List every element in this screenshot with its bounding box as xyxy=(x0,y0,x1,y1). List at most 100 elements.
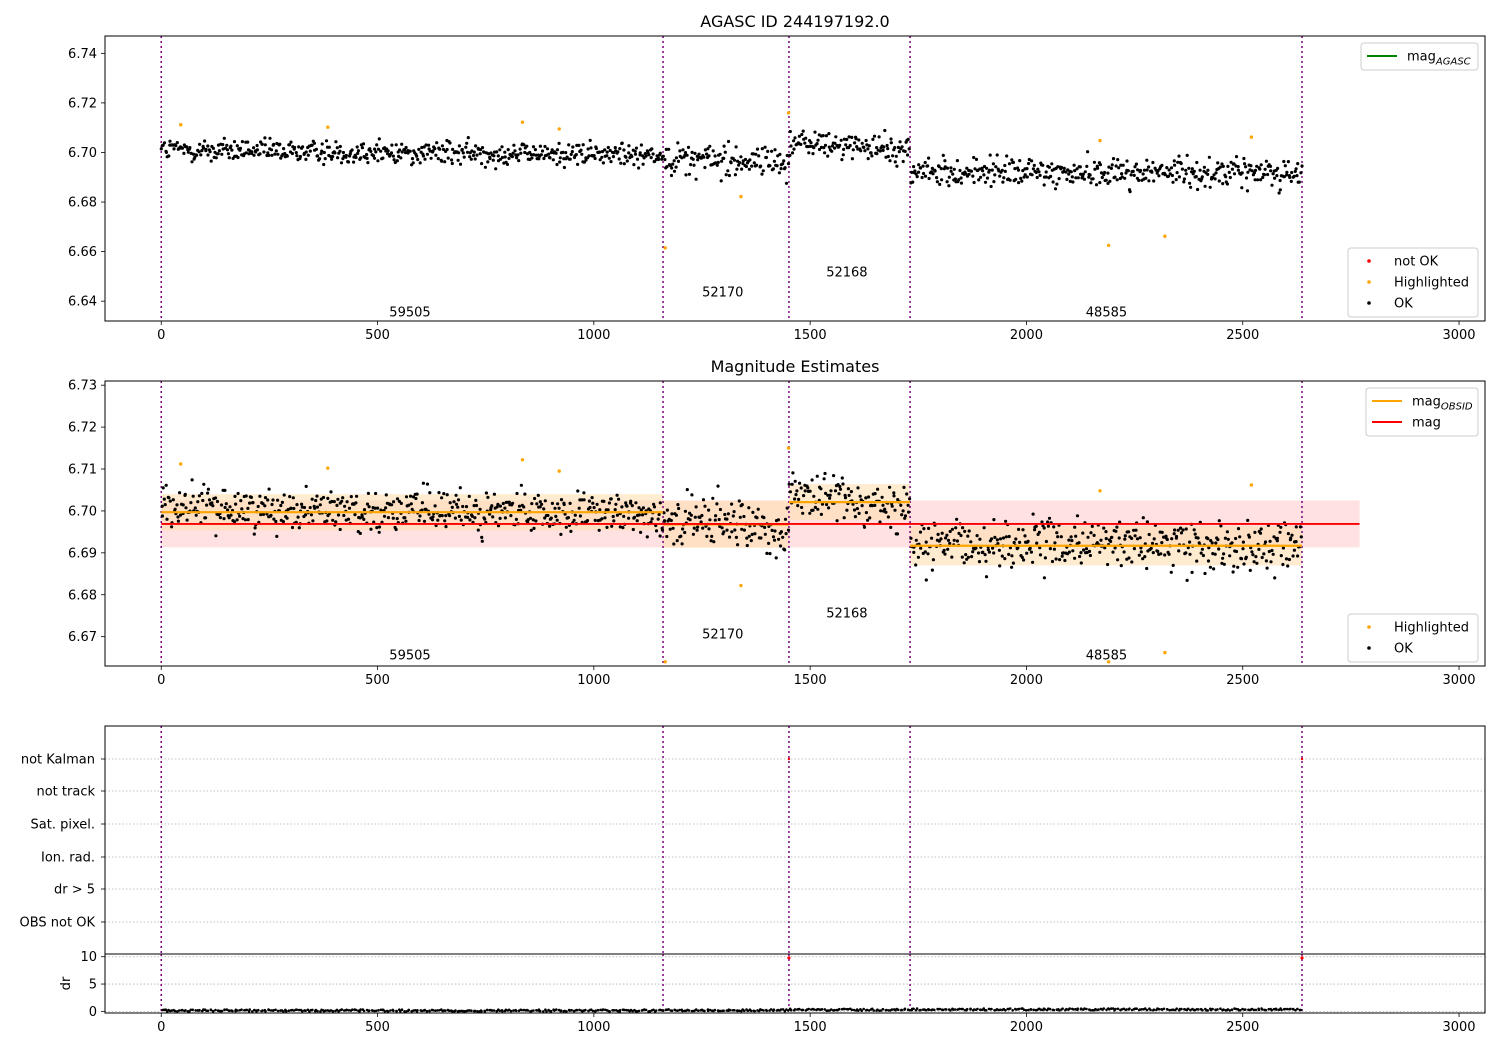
ok-point xyxy=(725,528,729,532)
ok-point xyxy=(241,517,245,521)
dr-point xyxy=(742,1009,746,1013)
ok-point xyxy=(239,499,243,503)
ok-point xyxy=(408,149,412,153)
ok-point xyxy=(783,517,788,521)
ok-point xyxy=(484,491,488,495)
ok-point xyxy=(235,518,239,522)
ok-point xyxy=(957,531,961,536)
dr-point xyxy=(407,1008,411,1012)
ok-point xyxy=(329,490,333,494)
dr-point xyxy=(498,1009,502,1013)
ok-point xyxy=(1125,159,1129,163)
ok-point xyxy=(617,497,621,501)
ok-point xyxy=(1126,169,1130,173)
dr-point xyxy=(801,1008,805,1012)
ok-point xyxy=(440,514,444,518)
ok-point xyxy=(492,492,496,496)
ok-point xyxy=(705,152,709,156)
ok-point xyxy=(1108,179,1112,183)
ok-point xyxy=(253,526,257,530)
ok-point xyxy=(845,508,849,512)
ok-point xyxy=(1103,170,1107,175)
ok-point xyxy=(440,144,444,148)
ok-point xyxy=(1073,556,1077,560)
ok-point xyxy=(376,147,381,151)
ok-point xyxy=(1206,559,1211,563)
ok-point xyxy=(859,149,863,153)
ok-point xyxy=(1135,537,1140,541)
ok-point xyxy=(613,508,617,512)
ok-point xyxy=(802,494,806,498)
x-tick-label: 3000 xyxy=(1442,1020,1475,1035)
ok-point xyxy=(1019,176,1023,180)
dr-point xyxy=(206,1009,210,1013)
highlighted-point xyxy=(663,660,667,664)
ok-point xyxy=(360,515,364,519)
ok-point xyxy=(811,152,815,156)
ok-point xyxy=(1053,187,1058,191)
ok-point xyxy=(295,503,299,507)
dr-point xyxy=(377,1009,380,1012)
ok-point xyxy=(423,157,427,161)
ok-point xyxy=(711,149,715,153)
ok-point xyxy=(222,517,226,521)
ok-point xyxy=(711,496,715,500)
ok-point xyxy=(740,527,744,531)
ok-point xyxy=(344,153,348,158)
ok-point xyxy=(662,511,666,515)
ok-point xyxy=(845,137,849,142)
dr-point xyxy=(454,1009,457,1012)
dr-point xyxy=(969,1007,972,1011)
ok-point xyxy=(881,503,885,507)
ok-point xyxy=(1248,568,1252,573)
ok-point xyxy=(1001,180,1005,184)
ok-point xyxy=(250,150,254,154)
ok-point xyxy=(598,150,602,154)
ok-point xyxy=(790,482,794,486)
y-tick-label: 6.71 xyxy=(68,463,97,478)
ok-point xyxy=(308,506,312,510)
ok-point xyxy=(1048,547,1052,551)
ok-point xyxy=(823,471,827,476)
ok-point xyxy=(1286,532,1290,536)
ok-point xyxy=(1179,526,1183,530)
dr-point xyxy=(670,1009,674,1012)
ok-point xyxy=(625,159,629,163)
ok-point xyxy=(908,497,912,501)
ok-point xyxy=(1172,532,1176,536)
dr-point xyxy=(936,1007,940,1011)
legend-label: Highlighted xyxy=(1394,276,1469,291)
ok-point xyxy=(803,141,807,145)
ok-point xyxy=(183,492,187,496)
ok-point xyxy=(574,153,578,157)
ok-point xyxy=(543,516,547,520)
ok-point xyxy=(1212,567,1216,571)
ok-point xyxy=(944,536,948,540)
ok-point xyxy=(565,155,569,159)
ok-point xyxy=(486,495,490,499)
ok-point xyxy=(1176,528,1180,532)
highlighted-point xyxy=(1249,483,1254,487)
ok-point xyxy=(900,513,904,517)
ok-point xyxy=(781,535,785,539)
ok-point xyxy=(261,512,266,517)
ok-point xyxy=(377,525,382,529)
ok-point xyxy=(689,513,693,517)
ok-point xyxy=(1054,557,1058,561)
ok-point xyxy=(893,146,897,150)
dr-point xyxy=(428,1009,431,1013)
ok-point xyxy=(884,510,888,514)
y-tick-label: 6.64 xyxy=(68,295,97,310)
magnitude-estimates-axes: Magnitude Estimates595055217052168485850… xyxy=(68,357,1486,688)
ok-point xyxy=(1236,527,1241,531)
ok-point xyxy=(810,478,814,482)
ok-point xyxy=(232,140,237,144)
ok-point xyxy=(627,151,631,155)
ok-point xyxy=(1036,167,1040,171)
ok-point xyxy=(725,517,729,521)
ok-point xyxy=(640,513,645,517)
ok-point xyxy=(558,160,562,164)
ok-point xyxy=(1182,180,1186,184)
dr-point xyxy=(304,1009,307,1012)
ok-point xyxy=(551,158,555,162)
